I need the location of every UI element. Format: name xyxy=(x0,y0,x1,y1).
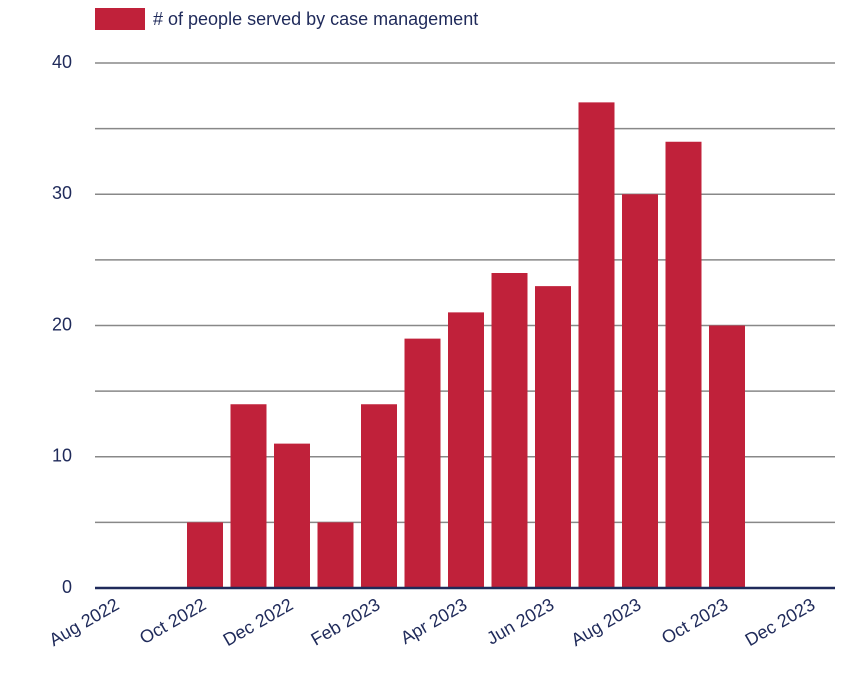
x-tick-label: Dec 2023 xyxy=(742,594,819,650)
bar xyxy=(448,312,484,588)
x-tick-label: Aug 2023 xyxy=(568,594,645,650)
x-tick-label: Oct 2022 xyxy=(136,594,209,648)
bar xyxy=(404,338,441,588)
y-tick-label: 20 xyxy=(52,314,72,334)
x-tick-label: Dec 2022 xyxy=(220,594,297,650)
legend-swatch xyxy=(95,8,145,30)
x-tick-label: Feb 2023 xyxy=(308,594,384,649)
x-tick-label: Jun 2023 xyxy=(483,594,557,648)
bar xyxy=(535,286,571,588)
bar xyxy=(274,443,310,588)
bar xyxy=(578,102,615,588)
bar xyxy=(665,141,702,588)
bar xyxy=(709,325,745,588)
bar xyxy=(622,194,658,588)
bar xyxy=(491,273,528,588)
bar xyxy=(317,522,354,588)
y-tick-label: 30 xyxy=(52,183,72,203)
x-tick-label: Apr 2023 xyxy=(397,594,470,648)
x-tick-label: Aug 2022 xyxy=(46,594,123,650)
bar xyxy=(361,404,397,588)
x-tick-label: Oct 2023 xyxy=(658,594,731,648)
y-tick-label: 0 xyxy=(62,577,72,597)
bar xyxy=(187,522,223,588)
y-tick-label: 40 xyxy=(52,52,72,72)
bar xyxy=(230,404,267,588)
legend-label: # of people served by case management xyxy=(153,9,478,29)
y-tick-label: 10 xyxy=(52,446,72,466)
